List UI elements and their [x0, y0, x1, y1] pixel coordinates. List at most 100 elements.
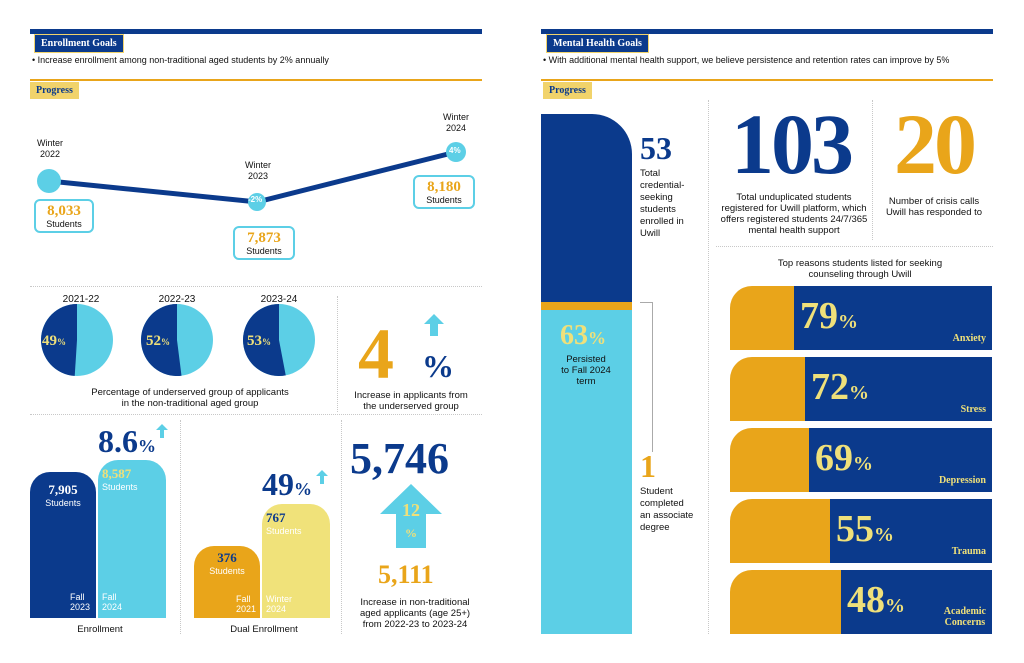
pie-pct-value: 52 [146, 333, 161, 349]
crisis-value: 20 [894, 96, 977, 192]
timeline-label-2024: Winter 2024 [434, 112, 478, 134]
timeline-bubble-2022: 8,033 Students [34, 199, 94, 233]
dual-increase-value: 49 [262, 466, 294, 502]
up-arrow-icon [380, 484, 442, 548]
unduplicated-value: 103 [731, 96, 854, 192]
persisted-num: 63 [560, 320, 588, 351]
bar-value: 7,905 [48, 482, 78, 497]
reason-label: Depression [938, 475, 986, 486]
nontrad-caption-line1: Increase in non-traditional [360, 597, 470, 608]
timeline-bubble-2024: 8,180 Students [413, 175, 475, 209]
unduplicated-line: registered for Uwill platform, which [721, 203, 867, 214]
persisted-line: to Fall 2024 [561, 365, 611, 376]
pie-year-2: 2022-23 [158, 294, 196, 305]
reason-yellow-segment [730, 357, 813, 421]
connector-line [640, 302, 652, 303]
nontrad-caption: Increase in non-traditional aged applica… [350, 597, 480, 630]
nontrad-caption-line3: from 2022-23 to 2023-24 [362, 619, 468, 630]
reason-value-pct: % [874, 524, 894, 546]
completed-line: an associate [640, 510, 694, 521]
pie-caption-line1: Percentage of underserved group of appli… [91, 387, 289, 398]
reason-value: 72% [811, 365, 869, 409]
completed-bar-segment [541, 302, 632, 310]
reason-value: 55% [836, 507, 894, 551]
divider-vertical [708, 100, 709, 634]
bar-term-line2: 2024 [102, 602, 123, 612]
pie-slice-2 [140, 304, 182, 376]
crisis-line: Number of crisis calls [888, 196, 980, 207]
pie-year-1: 2021-22 [62, 294, 100, 305]
timeline-label-bottom: 2024 [445, 123, 467, 133]
unduplicated-line: Total unduplicated students [736, 192, 852, 203]
timeline-value: 8,033 [47, 203, 81, 219]
progress-tag-left: Progress [30, 82, 79, 99]
reason-value-num: 48 [847, 579, 885, 621]
divider-vertical [180, 420, 181, 634]
persisted-line: Persisted [566, 354, 606, 365]
dual-increase-pct: % [294, 479, 312, 499]
bar-term-line2: 2021 [235, 604, 256, 614]
completed-value: 1 [640, 448, 656, 484]
up-arrow-icon [316, 470, 328, 484]
divider-vertical [341, 420, 342, 634]
pie-year-3: 2023-24 [260, 294, 298, 305]
applicants-caption-line1: Increase in applicants from [354, 390, 468, 401]
credential-line: credential- [640, 180, 685, 191]
reasons-title-line1: Top reasons students listed for seeking [777, 258, 943, 269]
timeline-label-bottom: 2023 [247, 171, 269, 181]
reason-yellow-segment [730, 499, 838, 563]
timeline-point-2023 [248, 193, 266, 211]
reason-value: 69% [815, 436, 873, 480]
persisted-bar [541, 310, 632, 634]
bar-unit: Students [209, 566, 245, 576]
bar-unit: Students [102, 482, 138, 492]
up-arrow-icon [424, 314, 444, 336]
bar-value: 8,587 [102, 466, 132, 481]
credential-line: students [640, 204, 676, 215]
dual-bar-winter2024: 767 Students Winter 2024 [262, 504, 330, 618]
dual-bar-fall2021: 376 Students Fall 2021 [194, 546, 260, 618]
progress-rule-left [30, 79, 482, 81]
pie-pct-value: 49 [42, 333, 57, 349]
divider-vertical [872, 100, 873, 240]
enrollment-increase: 8.6% [98, 423, 156, 460]
reason-navy-segment [794, 286, 992, 350]
connector-line [652, 302, 653, 452]
enrollment-bar-fall2024: 8,587 Students Fall 2024 [98, 460, 166, 618]
pie-slice-1 [40, 304, 77, 376]
bar-term: Fall 2023 [70, 592, 90, 612]
timeline-unit: Students [426, 195, 462, 205]
progress-tag-right: Progress [543, 82, 592, 99]
timeline-label-top: Winter [244, 160, 271, 170]
divider-vertical [337, 296, 338, 412]
pie-pct-1: 49% [42, 333, 66, 349]
nontrad-arrow-pct: 12% [388, 500, 434, 542]
reason-value: 79% [800, 294, 858, 338]
reason-yellow-segment [730, 570, 849, 634]
reason-value: 48% [847, 578, 905, 622]
reason-row: 69% Depression [730, 428, 992, 492]
credential-line: Uwill [640, 228, 661, 239]
timeline-change-2023: -2% [248, 195, 263, 204]
bar-term-line2: 2024 [266, 604, 287, 614]
reason-row: 79% Anxiety [730, 286, 992, 350]
up-arrow-icon [156, 424, 168, 438]
bar-term-line1: Fall [102, 592, 117, 602]
reason-label: Stress [960, 404, 986, 415]
applicants-caption: Increase in applicants from the underser… [348, 390, 474, 412]
dual-caption: Dual Enrollment [230, 624, 298, 635]
credential-value: 53 [640, 130, 672, 166]
persisted-line: term [576, 376, 596, 387]
progress-rule-right [541, 79, 993, 81]
bar-value: 376 [217, 550, 237, 565]
reason-yellow-segment [730, 286, 802, 350]
timeline-label-top: Winter [442, 112, 469, 122]
credential-bar [541, 114, 632, 302]
reason-value-num: 69 [815, 437, 853, 479]
bar-value: 767 [266, 510, 286, 525]
timeline-label-bottom: 2022 [39, 149, 61, 159]
persisted-pct: % [588, 328, 606, 348]
bar-unit: Students [266, 526, 302, 536]
bar-term-line1: Fall [235, 594, 251, 604]
mh-goal-text: • With additional mental health support,… [543, 55, 950, 65]
